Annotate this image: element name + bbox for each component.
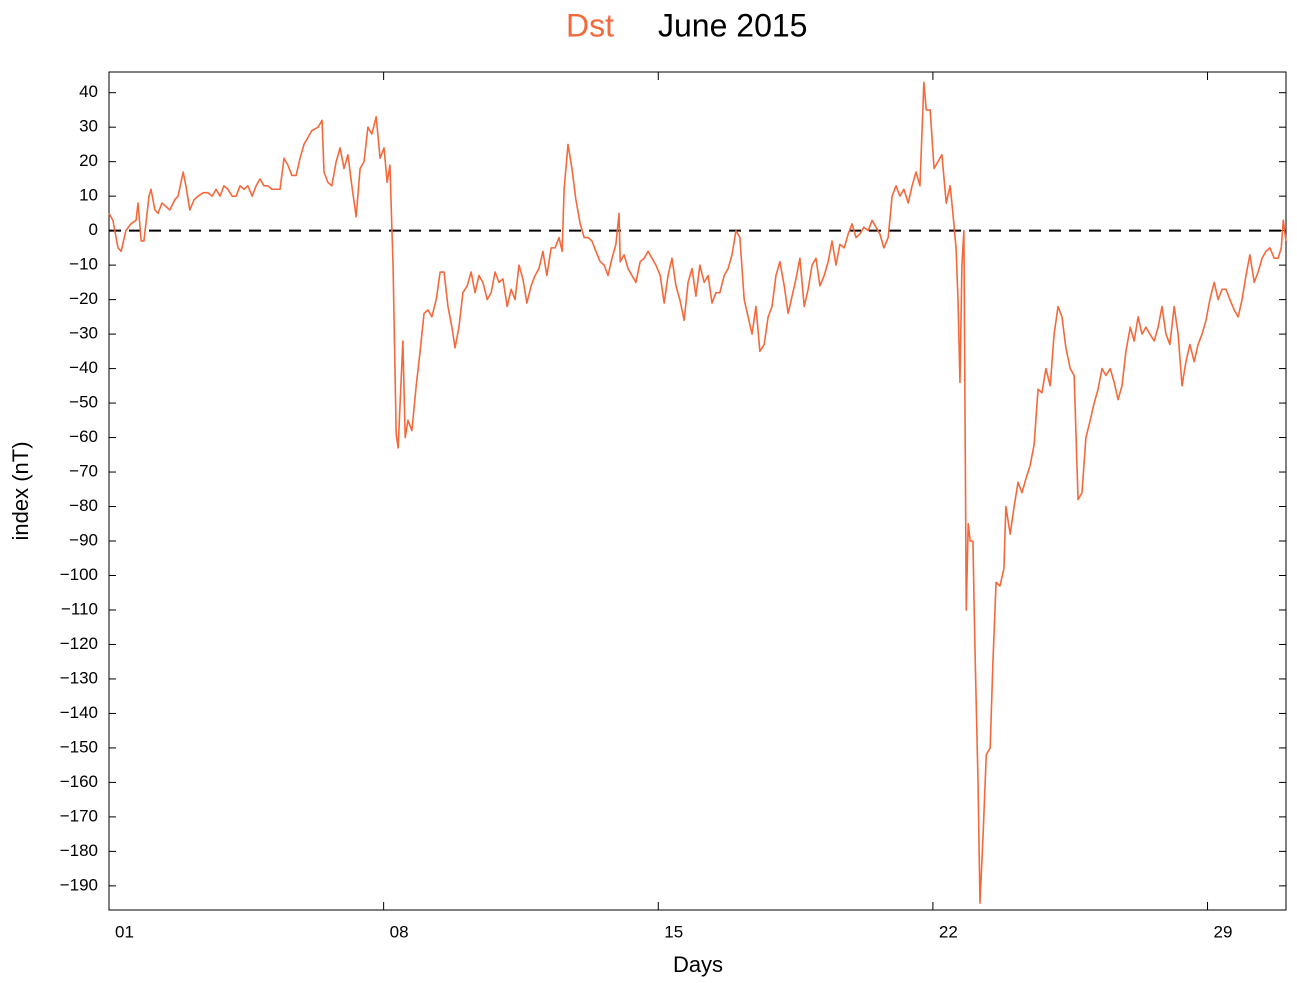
plot-frame xyxy=(108,71,1287,911)
y-tick-label: 10 xyxy=(79,186,98,205)
y-tick-label: −110 xyxy=(61,599,98,618)
y-tick-label: 20 xyxy=(79,151,98,170)
x-axis-label: Days xyxy=(673,952,723,977)
x-tick-label: 08 xyxy=(390,922,409,941)
x-tick-label: 29 xyxy=(1214,922,1233,941)
y-tick-label: −100 xyxy=(60,565,98,584)
y-tick-label: 0 xyxy=(89,220,98,239)
series-name: Dst xyxy=(566,7,614,43)
y-tick-label: −140 xyxy=(60,703,98,722)
y-tick-label: −170 xyxy=(60,806,98,825)
y-tick-label: −120 xyxy=(60,634,98,653)
x-tick-label: 01 xyxy=(115,922,134,941)
y-tick-label: −160 xyxy=(60,772,98,791)
y-tick-label: −180 xyxy=(60,841,98,860)
x-tick-label: 22 xyxy=(939,922,958,941)
data-line xyxy=(108,81,1287,904)
y-tick-label: −20 xyxy=(69,289,98,308)
y-tick-label: 30 xyxy=(79,117,98,136)
y-tick-label: −10 xyxy=(69,255,98,274)
y-tick-label: −60 xyxy=(69,427,98,446)
chart-title: June 2015 xyxy=(658,7,807,43)
y-tick-label: −90 xyxy=(69,530,98,549)
y-tick-label: −80 xyxy=(69,496,98,515)
y-tick-label: −50 xyxy=(69,393,98,412)
y-tick-label: −30 xyxy=(69,324,98,343)
y-tick-label: 40 xyxy=(79,82,98,101)
y-axis-label: index (nT) xyxy=(8,441,33,540)
y-tick-label: −190 xyxy=(60,875,98,894)
y-tick-label: −70 xyxy=(69,462,98,481)
x-tick-label: 15 xyxy=(664,922,683,941)
y-tick-label: −130 xyxy=(60,668,98,687)
y-tick-label: −150 xyxy=(60,737,98,756)
y-tick-label: −40 xyxy=(69,358,98,377)
